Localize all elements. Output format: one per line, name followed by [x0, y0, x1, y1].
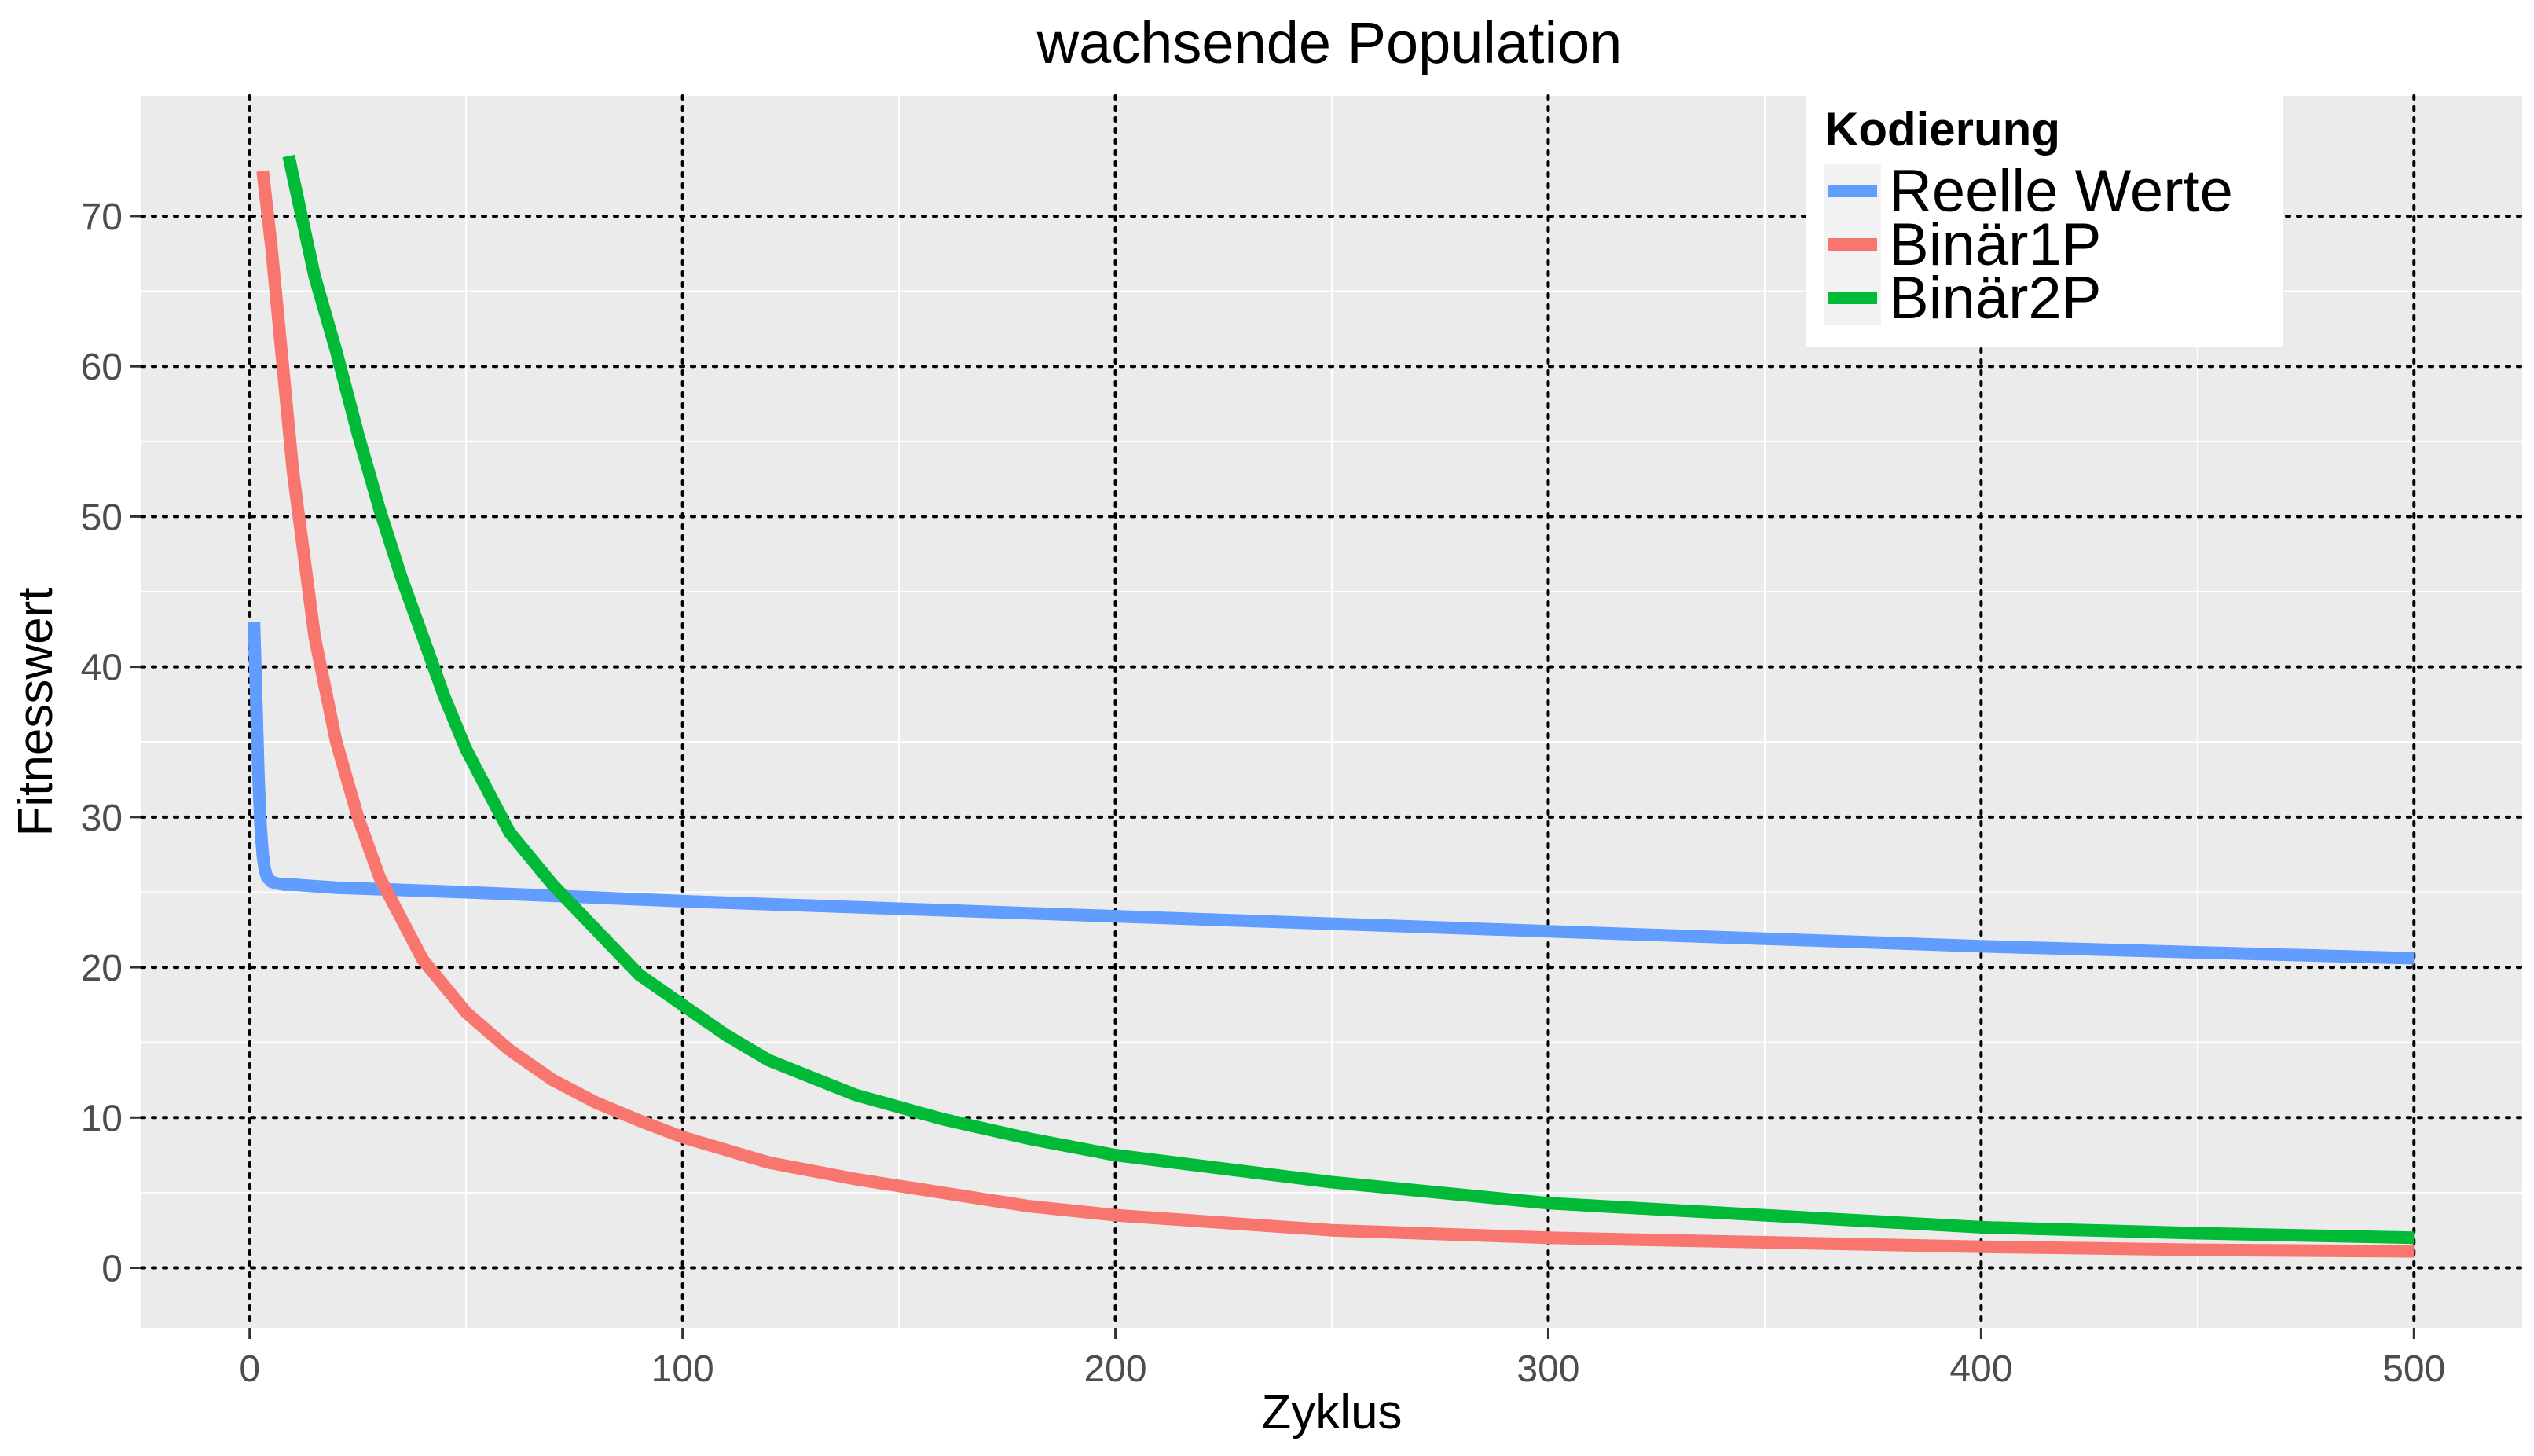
legend-label: Reelle Werte: [1889, 158, 2233, 225]
y-tick-label: 40: [81, 647, 123, 689]
y-tick-label: 20: [81, 948, 123, 989]
chart-title: wachsende Population: [1036, 10, 1623, 75]
x-axis-ticks: 0 100 200 300 400 500: [239, 1328, 2445, 1390]
x-tick-label: 100: [651, 1348, 714, 1390]
x-tick-label: 200: [1084, 1348, 1146, 1390]
y-tick-label: 0: [101, 1249, 123, 1290]
x-tick-label: 300: [1516, 1348, 1579, 1390]
legend-label: Binär1P: [1889, 211, 2101, 278]
y-axis-title: Fitnesswert: [9, 588, 63, 837]
y-tick-label: 50: [81, 497, 123, 538]
x-tick-label: 0: [239, 1348, 260, 1390]
series-line-1: [248, 622, 2415, 965]
x-tick-label: 500: [2382, 1348, 2445, 1390]
y-tick-label: 10: [81, 1098, 123, 1139]
y-tick-label: 60: [81, 347, 123, 388]
legend-background: [1806, 94, 2283, 347]
y-axis-ticks: 0 10 20 30 40 50 60 70: [81, 196, 141, 1290]
series-line-2: [256, 170, 2415, 1258]
major-gridlines: [140, 94, 2524, 1329]
y-tick-label: 70: [81, 196, 123, 238]
legend-title: Kodierung: [1824, 103, 2060, 156]
y-tick-label: 30: [81, 798, 123, 839]
series-line-3: [282, 154, 2415, 1245]
series-lines: [248, 154, 2415, 1258]
x-tick-label: 400: [1949, 1348, 2012, 1390]
legend-label: Binär2P: [1889, 265, 2101, 332]
x-axis-title: Zyklus: [1261, 1385, 1402, 1439]
